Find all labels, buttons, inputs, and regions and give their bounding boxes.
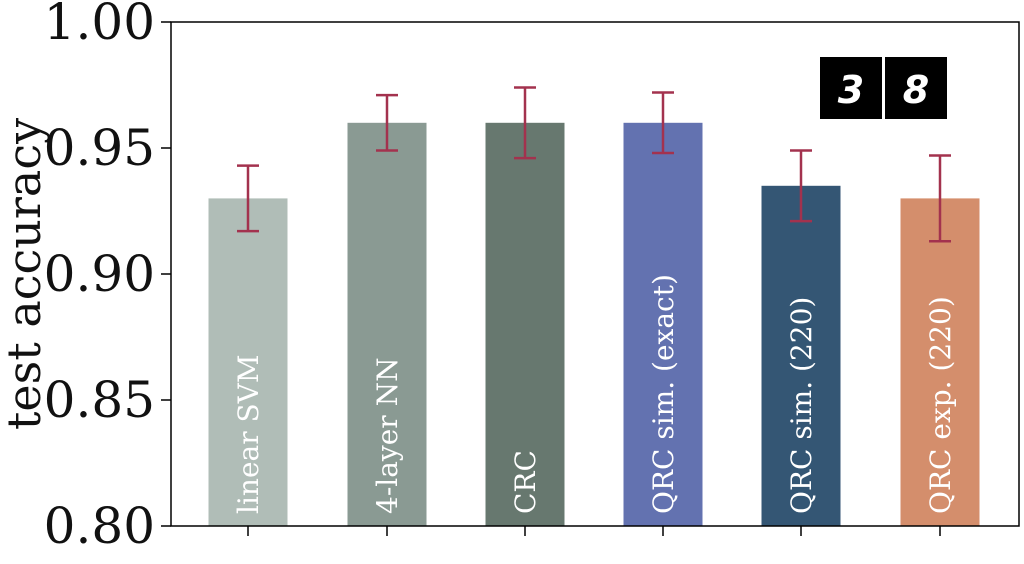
digit-image-3 (820, 57, 882, 119)
y-tick-label-2: 0.90 (44, 245, 155, 303)
digit-image-8 (885, 57, 947, 119)
error-bars-group (237, 86, 951, 243)
digit-3-label: 3 (838, 68, 864, 112)
digit-8-label: 8 (903, 68, 929, 112)
bar-label-4: QRC sim. (220) (785, 297, 818, 514)
y-axis-label: test accuracy (0, 118, 51, 430)
bar-label-0: linear SVM (232, 354, 265, 514)
bar-labels-group: linear SVM 4-layer NN CRC QRC sim. (exact) Q… (232, 274, 957, 514)
y-tick-label-4: 1.00 (44, 0, 155, 51)
bar-label-1: 4-layer NN (371, 357, 404, 514)
y-tick-label-0: 0.80 (44, 497, 155, 555)
error-bar-4 (790, 149, 812, 223)
error-bar-5 (929, 154, 951, 243)
bar-label-5: QRC exp. (220) (924, 296, 957, 514)
bar-label-2: CRC (509, 450, 542, 514)
bars-group (208, 122, 980, 527)
x-axis-ticks (247, 526, 941, 536)
bar-5 (900, 198, 980, 526)
error-bar-2 (514, 86, 536, 160)
bar-label-3: QRC sim. (exact) (647, 274, 680, 514)
inset-digit-images: 3 8 (820, 57, 947, 119)
bar-2 (485, 122, 565, 527)
y-axis: 0.80 0.85 0.90 0.95 1.00 (44, 0, 171, 555)
error-bar-0 (237, 164, 259, 233)
bar-3 (623, 122, 703, 527)
bar-0 (208, 198, 288, 526)
error-bar-1 (376, 93, 398, 152)
bar-1 (347, 122, 427, 527)
bar-4 (761, 185, 841, 527)
y-tick-label-3: 0.95 (44, 119, 155, 177)
y-tick-label-1: 0.85 (44, 371, 155, 429)
error-bar-3 (652, 91, 674, 155)
